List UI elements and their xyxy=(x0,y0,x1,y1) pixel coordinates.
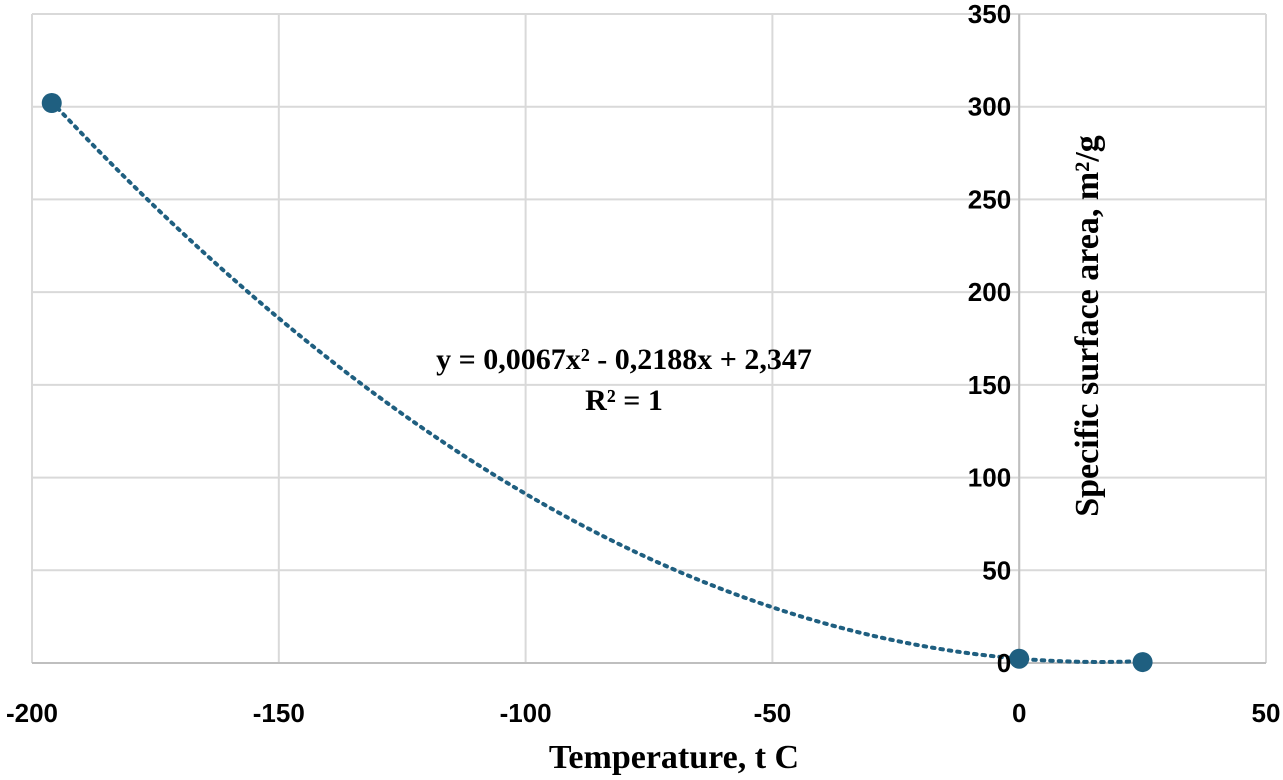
x-tick-label: -50 xyxy=(754,698,792,728)
y-tick-label: 50 xyxy=(982,555,1011,585)
y-tick-label: 250 xyxy=(968,184,1011,214)
x-tick-labels: -200 -150 -100 -50 0 50 xyxy=(6,698,1280,728)
y-tick-label: 300 xyxy=(968,92,1011,122)
trendline-equation: y = 0,0067x² - 0,2188x + 2,347 xyxy=(436,343,812,376)
y-tick-label: 0 xyxy=(997,648,1011,678)
r-squared-label: R² = 1 xyxy=(585,384,663,417)
x-tick-label: 50 xyxy=(1252,698,1281,728)
y-tick-label: 350 xyxy=(968,0,1011,29)
data-points xyxy=(41,93,1153,673)
y-tick-label: 200 xyxy=(968,277,1011,307)
data-point xyxy=(1132,652,1153,673)
y-tick-label: 150 xyxy=(968,370,1011,400)
data-point xyxy=(41,93,62,114)
y-tick-labels: 0 50 100 150 200 250 300 350 xyxy=(968,0,1011,678)
horizontal-gridlines xyxy=(32,13,1266,664)
y-tick-label: 100 xyxy=(968,463,1011,493)
data-point xyxy=(1009,648,1030,669)
x-tick-label: -200 xyxy=(6,698,58,728)
x-tick-label: -100 xyxy=(500,698,552,728)
y-axis-title: Specific surface area, m²/g xyxy=(1069,135,1106,517)
x-axis-title: Temperature, t C xyxy=(549,739,799,776)
x-tick-label: 0 xyxy=(1012,698,1026,728)
x-tick-label: -150 xyxy=(253,698,305,728)
trendline xyxy=(49,99,1145,664)
trendline-path xyxy=(49,99,1145,664)
